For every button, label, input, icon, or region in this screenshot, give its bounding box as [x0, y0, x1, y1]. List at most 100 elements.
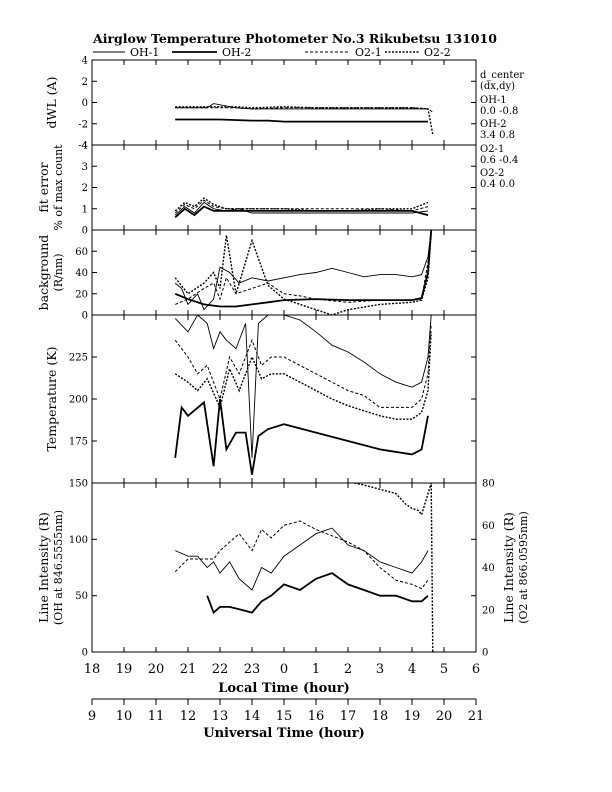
lt-tick-label: 22 [212, 662, 229, 677]
lt-tick-label: 3 [376, 662, 384, 677]
ytick-label: 60 [75, 247, 88, 258]
ytick-label: 0 [82, 226, 88, 237]
ytick-label: 175 [69, 437, 88, 448]
ut-tick-label: 21 [468, 709, 485, 724]
ut-tick-label: 12 [180, 709, 197, 724]
panel-fit: 4 3 2 1 0 fit error% of max count [36, 141, 477, 237]
ut-tick-label: 15 [276, 709, 293, 724]
ytick-label: 20 [75, 289, 88, 300]
ytick-label: 2 [82, 77, 88, 88]
ytick-label: 4 [82, 56, 88, 67]
series-dwl-o2-2 [175, 106, 434, 135]
ut-tick-label: 20 [436, 709, 453, 724]
ytick-label: -4 [78, 141, 88, 152]
ytick-label: 0 [82, 648, 88, 659]
dcenter-annotation: d_center(dx,dy) OH-10.0 -0.8 OH-23.4 0.8 O2… [480, 70, 524, 190]
series-int-o2-2 [354, 483, 434, 652]
series-int-oh-1 [175, 527, 429, 591]
ytick-label: 2 [82, 183, 88, 194]
panel-frame-fit [91, 144, 477, 231]
lt-tick-label: 20 [148, 662, 165, 677]
ylabel-dwl-0: dWL (A) [44, 77, 59, 129]
series-temp-o2-1 [174, 323, 432, 408]
ylabel-int-0: Line Intensity (R) [36, 512, 51, 623]
panel-frame-bg [91, 229, 477, 316]
ylabel-fit-1: % of max count [52, 144, 65, 231]
lt-axis-label: Local Time (hour) [218, 681, 350, 696]
ytick-label: 3 [82, 162, 88, 173]
dcenter-name-o2-2: O2-2 [480, 168, 504, 179]
series-bg-oh-2 [174, 230, 433, 308]
series-dwl-oh-2 [175, 118, 428, 123]
ut-tick-label: 11 [148, 709, 165, 724]
ytick-label: 40 [75, 268, 88, 279]
ytick-label: 200 [69, 395, 88, 406]
lt-tick-label: 23 [244, 662, 261, 677]
ut-tick-label: 10 [116, 709, 133, 724]
ytick-label: 100 [69, 535, 88, 546]
lt-tick-label: 1 [312, 662, 320, 677]
legend: OH-1 OH-2 O2-1 O2-2 [93, 46, 451, 59]
ytick-label-right: 20 [482, 605, 495, 616]
series-int-o2-1 [174, 520, 429, 590]
ytick-label: 0 [82, 311, 88, 322]
ytick-label-right: 40 [482, 563, 495, 574]
ut-tick-label: 14 [244, 709, 261, 724]
ut-axis-label: Universal Time (hour) [203, 726, 365, 741]
ut-tick-label: 16 [308, 709, 325, 724]
panel-temp: 225 200 175 Temperature (K) [44, 314, 477, 484]
series-fit-oh-2 [174, 205, 429, 218]
legend-label-oh-1: OH-1 [130, 46, 159, 59]
legend-label-o2-2: O2-2 [424, 46, 451, 59]
ylabel-right-int-1: (O2 at 866.0595nm) [517, 511, 530, 624]
panel-frame-dwl [91, 59, 477, 146]
series-temp-o2-2 [174, 331, 432, 420]
ytick-label: 150 [69, 479, 88, 490]
ut-tick-label: 9 [88, 709, 96, 724]
ytick-label: 1 [82, 204, 88, 215]
dcenter-value-o2-1: 0.6 -0.4 [480, 155, 518, 166]
dcenter-name-oh-1: OH-1 [480, 95, 507, 106]
panel-dwl: 4 2 0 -2 -4 dWL (A) [44, 56, 477, 152]
lt-tick-label: 4 [408, 662, 416, 677]
ut-tick-label: 17 [340, 709, 357, 724]
ytick-label: 4 [82, 141, 88, 152]
series-fit-o2-2 [174, 197, 429, 212]
panel-bg: 60 40 20 0 background (R/nm) [36, 229, 477, 322]
ylabel-bg-1: (R/nm) [52, 253, 65, 291]
series-temp-oh-1 [174, 315, 432, 458]
ut-tick-label: 18 [372, 709, 389, 724]
series-bg-o2-1 [175, 230, 432, 305]
series-bg-oh-1 [174, 230, 432, 311]
lt-tick-label: 18 [84, 662, 101, 677]
ylabel-int-1: (OH at 846.5555nm) [52, 510, 65, 625]
ylabel-right-int-0: Line Intensity (R) [501, 512, 516, 623]
dcenter-name-o2-1: O2-1 [480, 144, 504, 155]
legend-label-oh-2: OH-2 [222, 46, 251, 59]
lt-tick-label: 21 [180, 662, 197, 677]
series-int-oh-2 [206, 572, 429, 615]
lt-tick-label: 5 [440, 662, 448, 677]
ytick-label-right: 0 [482, 648, 488, 659]
chart-title: Airglow Temperature Photometer No.3 Riku… [92, 31, 497, 46]
series-dwl-o2-1 [175, 107, 434, 113]
legend-label-o2-1: O2-1 [355, 46, 382, 59]
ut-tick-label: 13 [212, 709, 229, 724]
lt-tick-label: 0 [280, 662, 288, 677]
ytick-label-right: 80 [482, 479, 495, 490]
series-temp-oh-2 [174, 398, 429, 475]
dcenter-name-oh-2: OH-2 [480, 119, 507, 130]
dcenter-title: d_center [480, 70, 524, 81]
series-fit-o2-1 [174, 199, 429, 214]
ytick-label: -2 [78, 119, 88, 130]
dcenter-subtitle: (dx,dy) [480, 81, 515, 92]
panel-frame-int [91, 482, 477, 653]
lt-tick-label: 19 [116, 662, 133, 677]
ut-tick-label: 19 [404, 709, 421, 724]
ylabel-bg-0: background [36, 235, 51, 311]
dcenter-value-oh-2: 3.4 0.8 [480, 130, 515, 141]
